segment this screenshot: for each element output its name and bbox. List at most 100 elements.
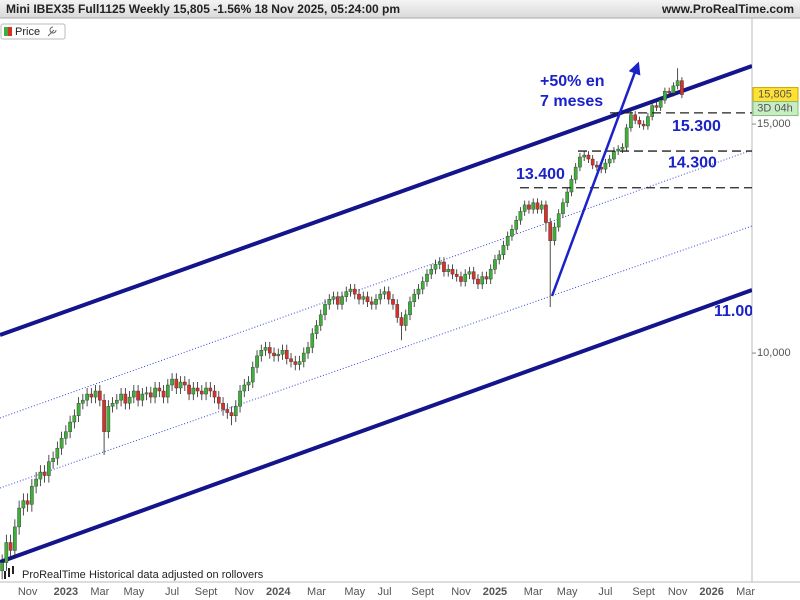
candle-body bbox=[170, 378, 174, 386]
candle-body bbox=[437, 261, 442, 265]
level-label: 14.300 bbox=[668, 154, 717, 171]
candle-body bbox=[221, 403, 225, 410]
candle-body bbox=[21, 500, 26, 509]
candle-body bbox=[127, 396, 132, 404]
legend-icon-up bbox=[4, 27, 8, 36]
candle-body bbox=[352, 288, 357, 295]
candle-body bbox=[539, 204, 544, 210]
candle-body bbox=[72, 415, 77, 423]
candle-body bbox=[412, 293, 417, 303]
candle-body bbox=[667, 90, 671, 94]
candle-body bbox=[76, 403, 81, 416]
candle-body bbox=[42, 471, 47, 476]
candle-body bbox=[301, 352, 306, 362]
candle-body bbox=[157, 387, 162, 392]
candle-body bbox=[595, 164, 599, 168]
candle-body bbox=[229, 412, 234, 416]
candle-body bbox=[450, 269, 455, 275]
candle-body bbox=[34, 478, 38, 487]
candle-body bbox=[429, 269, 434, 275]
candle-body bbox=[59, 438, 64, 449]
candle-body bbox=[272, 352, 276, 357]
candle-body bbox=[488, 269, 493, 280]
channel-mid-lower bbox=[0, 225, 752, 489]
settings-icon[interactable] bbox=[47, 26, 57, 37]
candle-body bbox=[216, 396, 221, 404]
candle-body bbox=[501, 245, 506, 256]
candle-body bbox=[637, 120, 642, 125]
candle-body bbox=[212, 390, 217, 398]
candle-body bbox=[420, 281, 425, 290]
x-tick-label: Jul bbox=[165, 586, 179, 598]
candle-body bbox=[8, 542, 13, 551]
candle-body bbox=[140, 393, 145, 401]
candle-body bbox=[548, 222, 553, 241]
candle-body bbox=[522, 204, 527, 212]
candle-body bbox=[582, 154, 586, 158]
candle-body bbox=[446, 269, 451, 272]
candle-body bbox=[132, 390, 136, 398]
x-tick-label: 2023 bbox=[54, 586, 78, 598]
candle-body bbox=[573, 166, 578, 180]
x-tick-label: Sept bbox=[632, 586, 655, 598]
candle-body bbox=[166, 384, 170, 398]
candle-body bbox=[318, 314, 323, 326]
candle-body bbox=[263, 347, 268, 351]
candle-body bbox=[17, 507, 21, 528]
candle-body bbox=[348, 288, 353, 292]
header-bar bbox=[0, 0, 800, 18]
candle-body bbox=[242, 384, 247, 392]
candle-body bbox=[624, 127, 629, 148]
x-tick-label: Mar bbox=[307, 586, 326, 598]
candle-body bbox=[658, 99, 663, 108]
candle-body bbox=[89, 393, 94, 398]
footer-brand: ProRealTime bbox=[22, 569, 86, 581]
last-price-label: 15,805 bbox=[758, 88, 792, 100]
candle-body bbox=[527, 204, 531, 210]
candle-body bbox=[425, 273, 429, 282]
candle-body bbox=[310, 333, 315, 348]
candle-body bbox=[561, 202, 565, 214]
candle-body bbox=[289, 358, 293, 362]
x-tick-label: May bbox=[123, 586, 144, 598]
candle-body bbox=[93, 390, 98, 398]
candle-body bbox=[459, 276, 463, 282]
candle-body bbox=[646, 116, 650, 127]
candle-body bbox=[85, 393, 89, 401]
candle-body bbox=[403, 314, 408, 326]
candle-body bbox=[106, 406, 111, 432]
candle-body bbox=[590, 158, 595, 166]
legend[interactable]: Price bbox=[0, 23, 66, 40]
candle-body bbox=[255, 355, 259, 368]
x-tick-label: May bbox=[344, 586, 365, 598]
footer-logo bbox=[12, 566, 14, 574]
annotation: 7 meses bbox=[540, 93, 603, 110]
candle-body bbox=[119, 393, 123, 401]
channel-lower bbox=[0, 288, 752, 564]
candle-body bbox=[544, 204, 548, 223]
candle-body bbox=[250, 367, 255, 383]
candle-body bbox=[374, 299, 378, 305]
channel-upper bbox=[0, 64, 752, 337]
candle-body bbox=[174, 378, 179, 389]
candle-body bbox=[25, 500, 30, 505]
candle-body bbox=[612, 150, 616, 160]
candle-body bbox=[484, 276, 489, 280]
candle-body bbox=[556, 213, 561, 228]
x-tick-label: 2025 bbox=[483, 586, 507, 598]
candle-body bbox=[68, 421, 72, 432]
candle-body bbox=[195, 387, 200, 392]
candle-body bbox=[81, 399, 85, 404]
candle-body bbox=[454, 273, 459, 277]
candle-body bbox=[182, 381, 187, 386]
candle-body bbox=[616, 148, 620, 152]
chart-title: Mini IBEX35 Full1125 Weekly 15,805 -1.56… bbox=[6, 2, 400, 16]
candle-body bbox=[13, 526, 17, 551]
candle-body bbox=[30, 485, 34, 505]
candle-body bbox=[276, 353, 281, 357]
candle-body bbox=[115, 399, 119, 404]
candle-body bbox=[331, 296, 336, 300]
candle-body bbox=[191, 387, 196, 395]
footer-logo bbox=[4, 571, 6, 579]
